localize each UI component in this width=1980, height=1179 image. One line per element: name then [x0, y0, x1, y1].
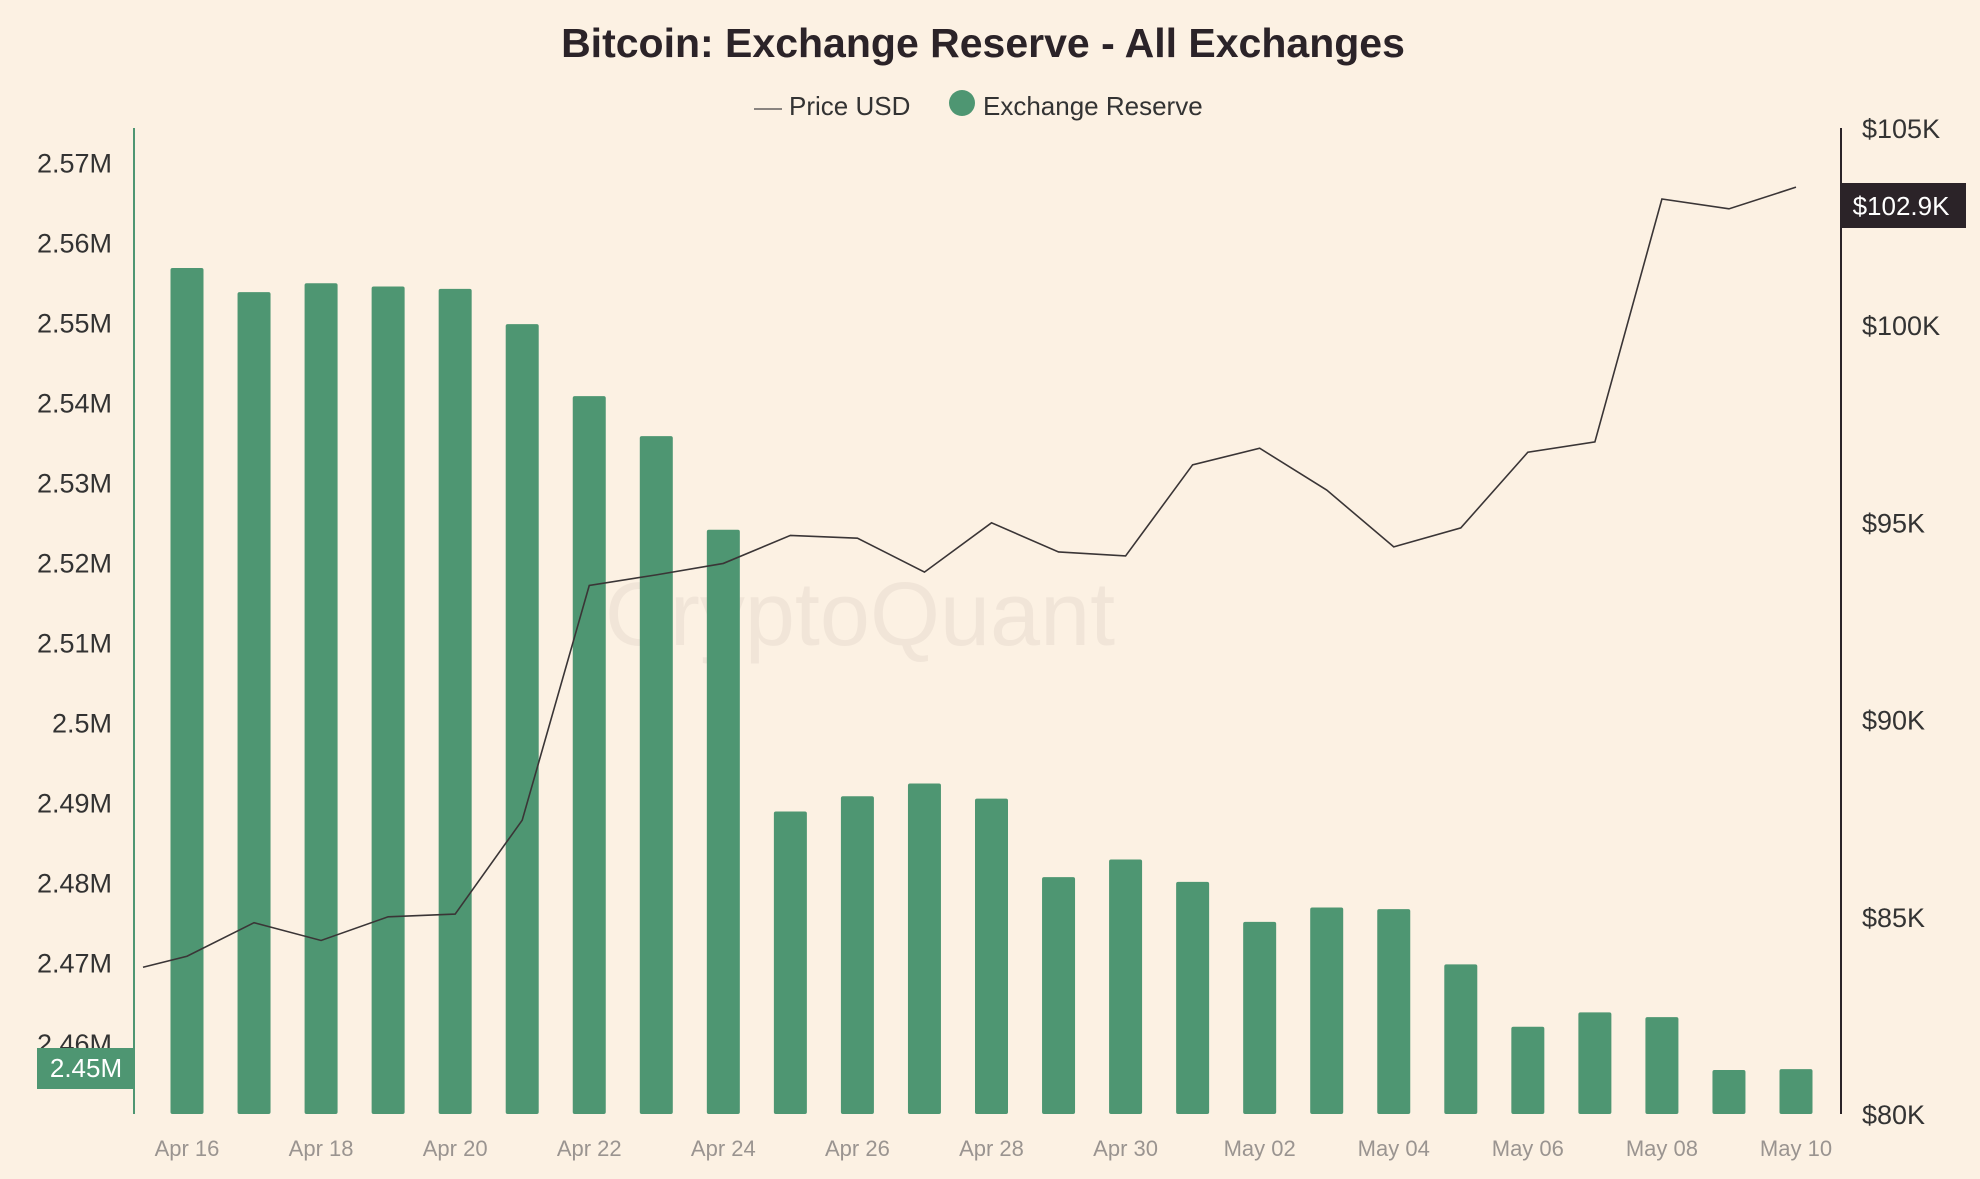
price-line	[142, 186, 1797, 969]
left-tick-label: 2.48M	[37, 869, 112, 899]
right-tick-label: $95K	[1862, 508, 1925, 538]
left-tick-label: 2.57M	[37, 148, 112, 178]
left-current-badge: 2.45M	[37, 1048, 134, 1089]
x-tick-label: Apr 20	[423, 1136, 488, 1161]
reserve-bar	[438, 288, 472, 1115]
left-tick-label: 2.47M	[37, 949, 112, 979]
right-current-badge: $102.9K	[1842, 183, 1966, 228]
left-tick-label: 2.5M	[52, 709, 112, 739]
reserve-bar	[237, 292, 271, 1115]
reserve-bar	[1042, 877, 1076, 1114]
reserve-bar	[572, 396, 606, 1114]
reserve-bar	[1444, 964, 1478, 1114]
reserve-bar	[907, 783, 941, 1114]
reserve-bar	[773, 811, 807, 1114]
left-badge-label: 2.45M	[50, 1053, 122, 1083]
reserve-bar	[840, 796, 874, 1114]
x-tick-label: Apr 18	[289, 1136, 354, 1161]
reserve-bar	[1176, 881, 1210, 1114]
reserve-bar	[170, 268, 204, 1114]
reserve-bar	[1310, 907, 1344, 1114]
reserve-bar	[1712, 1069, 1746, 1114]
right-tick-label: $100K	[1862, 311, 1940, 341]
legend-dot-icon	[949, 90, 975, 116]
legend-label-price: Price USD	[789, 91, 910, 121]
x-tick-label: May 08	[1626, 1136, 1698, 1161]
x-tick-label: May 04	[1358, 1136, 1430, 1161]
reserve-bar	[1511, 1026, 1545, 1114]
right-tick-label: $85K	[1862, 903, 1925, 933]
x-axis-ticks: Apr 16 Apr 18 Apr 20 Apr 22 Apr 24 Apr 26 Apr …	[155, 1136, 1832, 1161]
left-tick-label: 2.51M	[37, 629, 112, 659]
left-tick-label: 2.49M	[37, 789, 112, 819]
left-tick-label: 2.55M	[37, 308, 112, 338]
right-tick-label: $90K	[1862, 706, 1925, 736]
left-tick-label: 2.53M	[37, 469, 112, 499]
legend-label-reserve: Exchange Reserve	[983, 91, 1203, 121]
right-tick-label: $80K	[1862, 1100, 1925, 1130]
x-tick-label: Apr 24	[691, 1136, 756, 1161]
reserve-bar	[1779, 1069, 1813, 1114]
reserve-bar	[975, 798, 1008, 1114]
x-tick-label: Apr 16	[155, 1136, 220, 1161]
right-tick-label: $105K	[1862, 114, 1940, 144]
right-badge-label: $102.9K	[1853, 191, 1951, 221]
x-tick-label: May 10	[1760, 1136, 1832, 1161]
reserve-bar	[1377, 909, 1411, 1114]
reserve-bar	[371, 286, 405, 1114]
price-line-layer	[142, 186, 1797, 969]
legend: Price USD Exchange Reserve	[754, 90, 1203, 121]
left-tick-label: 2.54M	[37, 389, 112, 419]
x-tick-label: Apr 30	[1093, 1136, 1158, 1161]
left-axis-ticks: 2.46M2.47M2.48M2.49M2.5M2.51M2.52M2.53M2…	[37, 148, 112, 1058]
legend-item-price[interactable]: Price USD	[754, 91, 910, 121]
legend-item-reserve[interactable]: Exchange Reserve	[949, 90, 1203, 121]
bars-layer	[170, 268, 1813, 1115]
left-tick-label: 2.52M	[37, 549, 112, 579]
x-tick-label: Apr 28	[959, 1136, 1024, 1161]
x-tick-label: Apr 26	[825, 1136, 890, 1161]
left-tick-label: 2.56M	[37, 228, 112, 258]
right-axis-ticks: $80K $85K $90K $95K $100K $105K	[1862, 114, 1940, 1130]
reserve-bar	[505, 324, 539, 1114]
reserve-bar	[1645, 1017, 1679, 1114]
x-tick-label: Apr 22	[557, 1136, 622, 1161]
reserve-bar	[706, 529, 740, 1114]
reserve-bar	[1243, 921, 1277, 1114]
x-tick-label: May 02	[1224, 1136, 1296, 1161]
watermark: CryptoQuant	[605, 565, 1115, 665]
chart-title: Bitcoin: Exchange Reserve - All Exchange…	[561, 20, 1405, 66]
x-tick-label: May 06	[1492, 1136, 1564, 1161]
reserve-bar	[639, 436, 673, 1114]
reserve-bar	[1109, 859, 1143, 1114]
reserve-bar	[304, 283, 338, 1114]
reserve-bar	[1578, 1012, 1612, 1114]
